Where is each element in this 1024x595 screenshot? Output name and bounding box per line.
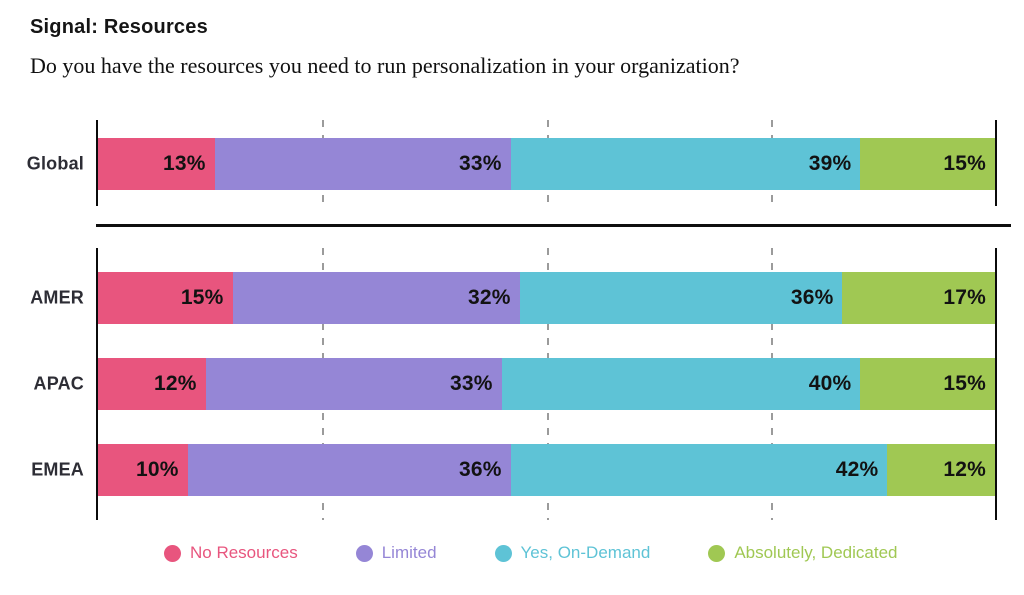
bar-segment-limited: 32% — [232, 272, 520, 324]
bar-value-label: 40% — [808, 372, 852, 395]
bar-stack: 10% 36% 42% 12% — [98, 444, 995, 496]
bar-stack: 12% 33% 40% 15% — [98, 358, 995, 410]
bar-segment-yes-on-demand: 39% — [510, 138, 861, 190]
bar-value-label: 33% — [449, 372, 493, 395]
category-label: EMEA — [31, 459, 84, 480]
bar-segment-absolutely-dedicated: 17% — [842, 272, 995, 324]
chart-legend: No Resources Limited Yes, On-Demand Absolut… — [164, 543, 1024, 563]
bar-value-label: 12% — [153, 372, 197, 395]
bar-value-label: 15% — [943, 372, 986, 395]
chart-question: Do you have the resources you need to ru… — [30, 53, 740, 78]
bar-value-label: 32% — [467, 286, 511, 309]
legend-label: No Resources — [190, 543, 298, 562]
bar-row: EMEA 10% 36% 42% 12% — [31, 444, 995, 496]
bar-value-label: 17% — [943, 286, 986, 309]
bar-segment-absolutely-dedicated: 15% — [860, 358, 995, 410]
legend-dot-icon — [494, 544, 512, 562]
legend-label: Yes, On-Demand — [520, 543, 651, 562]
bar-value-label: 33% — [458, 152, 502, 175]
bar-segment-limited: 33% — [205, 358, 502, 410]
bar-stack: 15% 32% 36% 17% — [98, 272, 995, 324]
bar-segment-yes-on-demand: 42% — [510, 444, 888, 496]
bar-segment-no-resources: 13% — [98, 138, 215, 190]
bar-value-label: 13% — [162, 152, 206, 175]
bar-value-label: 12% — [943, 458, 986, 481]
section-global: Global 13% 33% 39% 15% — [27, 120, 997, 206]
axis-line-left — [96, 248, 98, 520]
bar-segment-absolutely-dedicated: 15% — [860, 138, 995, 190]
bar-row: AMER 15% 32% 36% 17% — [30, 272, 995, 324]
axis-line-left — [96, 120, 98, 206]
legend-label: Absolutely, Dedicated — [734, 543, 898, 562]
bar-stack: 13% 33% 39% 15% — [98, 138, 995, 190]
bar-row: Global 13% 33% 39% 15% — [27, 138, 995, 190]
bar-segment-no-resources: 10% — [98, 444, 188, 496]
bar-value-label: 36% — [790, 286, 834, 309]
legend-dot-icon — [708, 544, 726, 562]
bar-value-label: 10% — [136, 458, 179, 481]
bar-segment-no-resources: 15% — [98, 272, 233, 324]
legend-item: Yes, On-Demand — [494, 543, 651, 563]
section-regions: AMER 15% 32% 36% 17% APAC 12% 33% 40% 15% EMEA 10% 3… — [30, 248, 997, 520]
bar-segment-limited: 33% — [214, 138, 511, 190]
legend-dot-icon — [355, 544, 373, 562]
chart-title: Signal: Resources — [30, 16, 208, 38]
stacked-bar-chart: Global 13% 33% 39% 15% AMER 15% 32% 36% 17% APAC 1… — [0, 120, 1024, 563]
legend-item: Limited — [355, 543, 437, 563]
bar-segment-yes-on-demand: 36% — [519, 272, 843, 324]
bar-value-label: 39% — [808, 152, 852, 175]
bar-segment-yes-on-demand: 40% — [501, 358, 861, 410]
bar-segment-absolutely-dedicated: 12% — [887, 444, 995, 496]
axis-line-right — [995, 248, 997, 520]
legend-item: No Resources — [164, 543, 298, 563]
chart-page: Signal: Resources Do you have the resour… — [0, 16, 1024, 595]
section-separator — [96, 224, 1011, 227]
bar-value-label: 42% — [835, 458, 879, 481]
category-label: APAC — [33, 373, 84, 394]
bar-value-label: 36% — [458, 458, 502, 481]
bar-value-label: 15% — [943, 152, 986, 175]
category-label: AMER — [30, 287, 84, 308]
legend-item: Absolutely, Dedicated — [708, 543, 897, 563]
legend-dot-icon — [164, 544, 181, 562]
bar-segment-limited: 36% — [187, 444, 511, 496]
bar-row: APAC 12% 33% 40% 15% — [34, 358, 995, 410]
bar-segment-no-resources: 12% — [98, 358, 206, 410]
category-label: Global — [26, 153, 84, 174]
axis-line-right — [995, 120, 997, 206]
bar-value-label: 15% — [180, 286, 224, 309]
legend-label: Limited — [381, 543, 437, 562]
